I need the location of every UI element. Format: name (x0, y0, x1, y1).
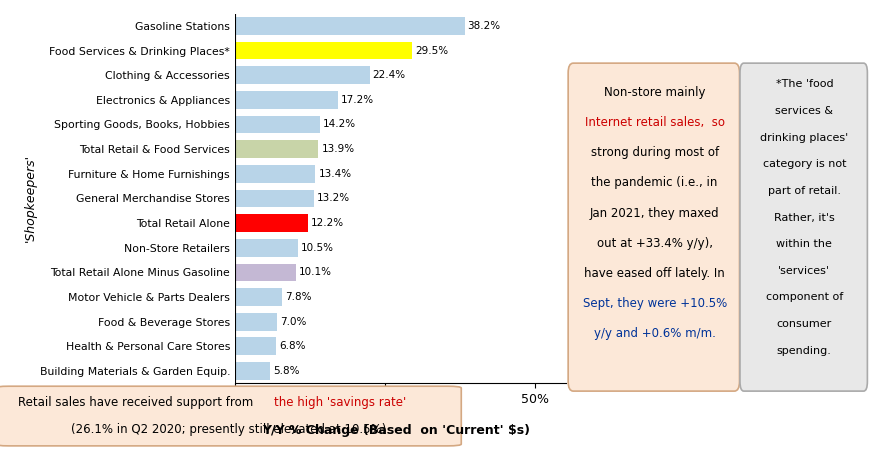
Text: *The 'food: *The 'food (774, 79, 833, 89)
Bar (235, 288, 282, 306)
Text: 12.2%: 12.2% (311, 218, 344, 228)
Bar (235, 66, 369, 84)
Text: Non-store mainly: Non-store mainly (603, 86, 705, 99)
FancyBboxPatch shape (0, 386, 461, 446)
Bar (235, 91, 338, 109)
Text: spending.: spending. (776, 345, 831, 356)
Text: 10.5%: 10.5% (301, 243, 334, 253)
Text: out at +33.4% y/y),: out at +33.4% y/y), (596, 237, 712, 250)
Bar (235, 41, 412, 60)
FancyBboxPatch shape (740, 63, 866, 391)
Bar (235, 140, 318, 158)
Text: drinking places': drinking places' (760, 133, 847, 143)
Text: 7.0%: 7.0% (280, 317, 306, 327)
Bar (235, 362, 269, 380)
Text: 6.8%: 6.8% (278, 341, 305, 351)
Text: 13.9%: 13.9% (321, 144, 355, 154)
Text: the high 'savings rate': the high 'savings rate' (273, 396, 405, 409)
Text: 13.2%: 13.2% (317, 193, 350, 203)
Text: 22.4%: 22.4% (372, 70, 405, 80)
Text: Y/Y % Change (Based  on 'Current' $s): Y/Y % Change (Based on 'Current' $s) (262, 424, 529, 437)
Text: 13.4%: 13.4% (318, 169, 351, 179)
Text: Retail sales have received support from: Retail sales have received support from (18, 396, 256, 409)
Text: services &: services & (774, 106, 833, 116)
Text: (26.1% in Q2 2020; presently still elevated at 10.5%).: (26.1% in Q2 2020; presently still eleva… (71, 423, 389, 436)
FancyBboxPatch shape (567, 63, 739, 391)
Text: Rather, it's: Rather, it's (773, 212, 833, 222)
Text: 'services': 'services' (778, 266, 829, 276)
Bar (235, 214, 308, 232)
Bar (235, 337, 275, 355)
Text: 5.8%: 5.8% (273, 366, 299, 376)
Text: have eased off lately. In: have eased off lately. In (584, 267, 724, 280)
Text: 29.5%: 29.5% (415, 46, 448, 55)
Text: 17.2%: 17.2% (341, 95, 374, 105)
Text: 7.8%: 7.8% (284, 292, 311, 302)
Bar (235, 17, 464, 35)
Text: Internet retail sales,  so: Internet retail sales, so (584, 116, 724, 129)
Text: Jan 2021, they maxed: Jan 2021, they maxed (589, 207, 719, 220)
Text: 14.2%: 14.2% (323, 120, 356, 129)
Bar (235, 189, 314, 207)
Text: Sept, they were +10.5%: Sept, they were +10.5% (582, 297, 726, 310)
Bar (235, 313, 276, 331)
Text: 38.2%: 38.2% (467, 21, 500, 31)
Text: 10.1%: 10.1% (298, 267, 331, 277)
Text: y/y and +0.6% m/m.: y/y and +0.6% m/m. (593, 327, 715, 341)
Text: category is not: category is not (762, 159, 845, 169)
Text: consumer: consumer (776, 319, 831, 329)
Bar (235, 115, 320, 133)
Bar (235, 239, 298, 257)
Text: strong during most of: strong during most of (590, 146, 718, 159)
Text: part of retail.: part of retail. (767, 186, 839, 196)
Text: within the: within the (775, 239, 832, 249)
Bar (235, 263, 295, 281)
Text: component of: component of (765, 292, 842, 302)
Bar (235, 165, 315, 183)
Y-axis label: 'Shopkeepers': 'Shopkeepers' (23, 154, 36, 243)
Text: the pandemic (i.e., in: the pandemic (i.e., in (591, 176, 717, 189)
